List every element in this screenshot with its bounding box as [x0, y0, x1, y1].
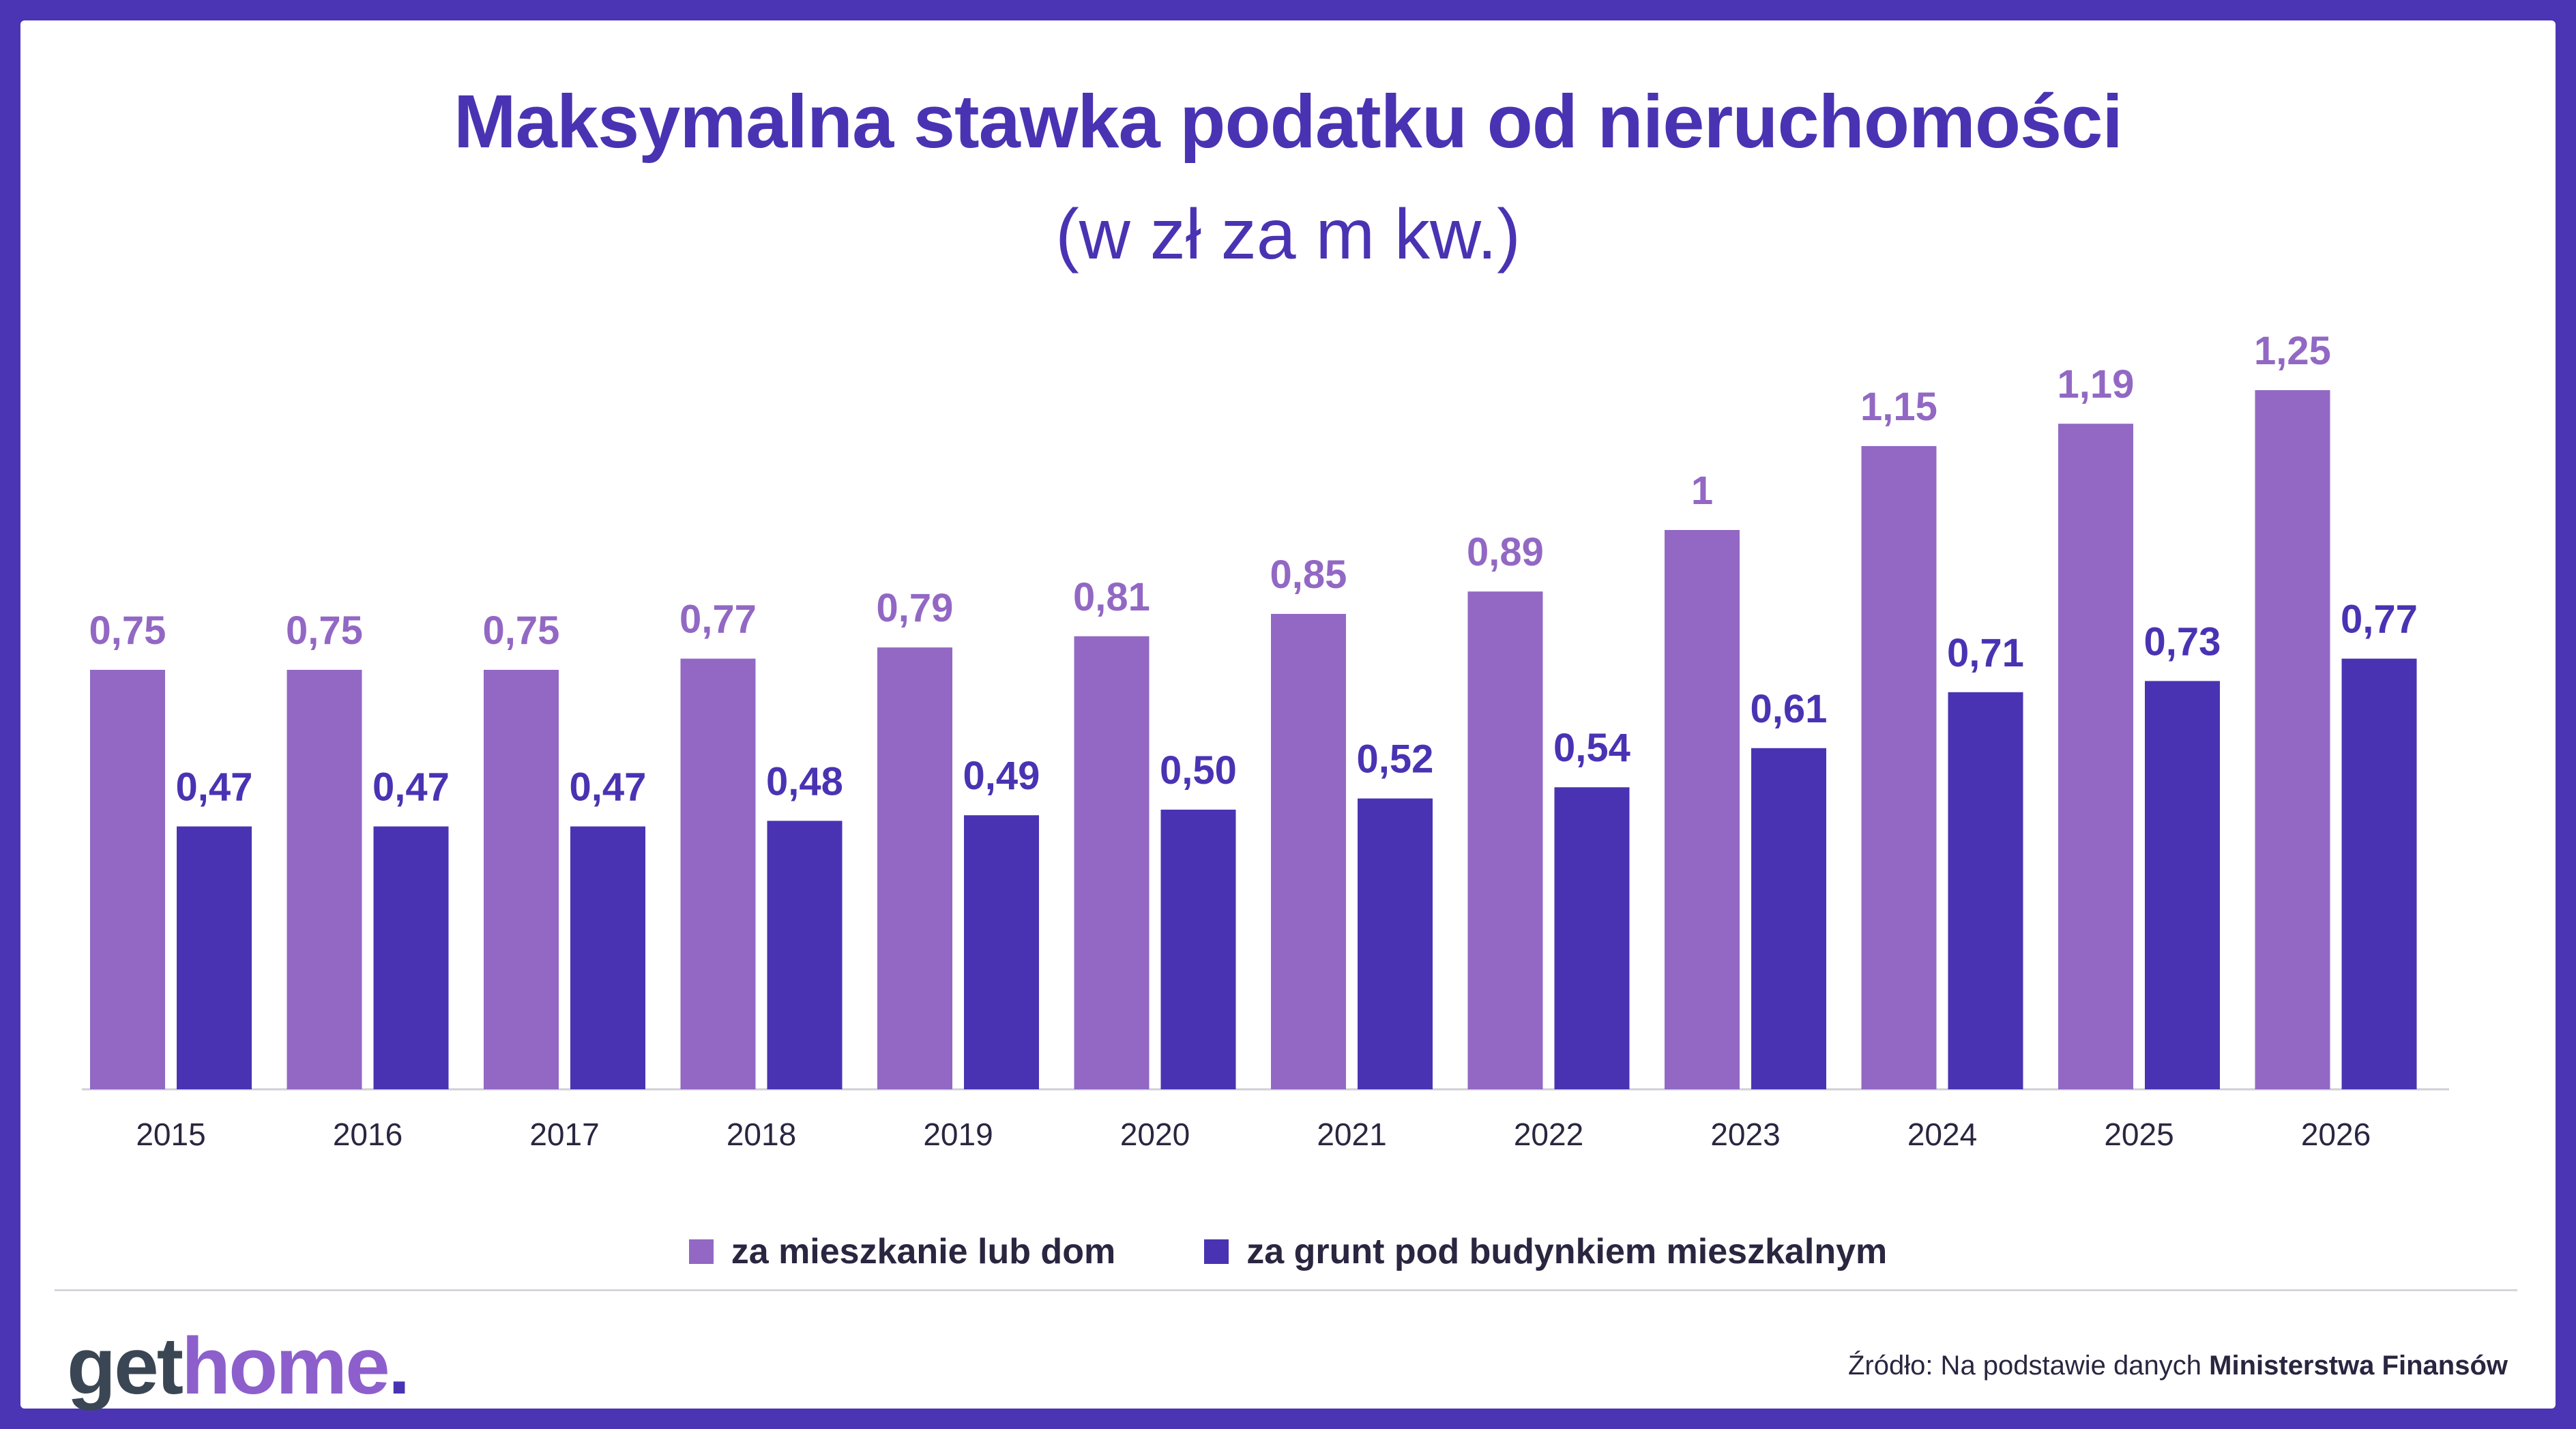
bar-series1 [2255, 390, 2330, 1089]
data-label-series2: 0,47 [372, 765, 450, 810]
data-label-series1: 0,75 [89, 608, 166, 653]
legend-item-series2: za grunt pod budynkiem mieszkalnym [1204, 1231, 1887, 1272]
bar-series1 [287, 670, 362, 1089]
x-tick-label: 2019 [923, 1117, 993, 1152]
data-label-series2: 0,47 [570, 765, 647, 810]
data-label-series2: 0,71 [1947, 631, 2024, 675]
data-label-series1: 1,15 [1860, 385, 1937, 429]
legend-swatch-series2 [1204, 1239, 1229, 1264]
bar-series2 [1554, 787, 1630, 1089]
data-label-series1: 1,19 [2058, 362, 2135, 407]
source-note: Źródło: Na podstawie danych Ministerstwa… [1848, 1351, 2508, 1381]
bar-chart: 0,75 0,47 2015 0,75 0,47 2016 0,75 0,47 2017 0,77… [82, 329, 2449, 1152]
data-label-series1: 0,77 [679, 598, 757, 642]
legend-label-series1: za mieszkanie lub dom [731, 1232, 1116, 1271]
data-label-series2: 0,54 [1553, 726, 1630, 770]
x-tick-label: 2021 [1317, 1117, 1386, 1152]
data-label-series2: 0,48 [766, 759, 843, 804]
bar-series2 [177, 826, 252, 1089]
bar-series1 [1665, 530, 1740, 1089]
x-tick-label: 2018 [727, 1117, 796, 1152]
data-label-series2: 0,61 [1751, 687, 1828, 731]
data-label-series1: 1,25 [2254, 329, 2331, 373]
x-tick-label: 2017 [529, 1117, 599, 1152]
bar-series1 [1074, 636, 1150, 1089]
legend-swatch-series1 [688, 1239, 714, 1264]
legend-label-series2: za grunt pod budynkiem mieszkalnym [1246, 1232, 1888, 1271]
data-label-series2: 0,77 [2341, 598, 2418, 642]
legend: za mieszkanie lub dom za grunt pod budyn… [20, 1231, 2556, 1272]
bar-series2 [1358, 798, 1433, 1089]
bar-series2 [570, 826, 645, 1089]
x-tick-label: 2020 [1120, 1117, 1190, 1152]
data-label-series1: 0,81 [1073, 575, 1150, 619]
bar-series2 [2341, 658, 2417, 1089]
bar-series2 [964, 815, 1039, 1089]
bar-series2 [1948, 692, 2023, 1089]
bar-series2 [2145, 681, 2220, 1089]
bar-series1 [1467, 591, 1543, 1089]
bar-series2 [1751, 748, 1826, 1089]
data-label-series1: 0,85 [1270, 553, 1347, 597]
data-label-series1: 0,75 [483, 608, 560, 653]
data-label-series1: 0,75 [286, 608, 363, 653]
infographic-card: Maksymalna stawka podatku od nieruchomoś… [20, 20, 2556, 1411]
x-tick-label: 2015 [136, 1117, 205, 1152]
bar-series1 [680, 658, 756, 1089]
x-tick-label: 2022 [1514, 1117, 1583, 1152]
chart-subtitle: (w zł za m kw.) [1055, 195, 1521, 274]
x-tick-label: 2023 [1710, 1117, 1780, 1152]
x-tick-label: 2026 [2301, 1117, 2371, 1152]
data-label-series2: 0,73 [2144, 619, 2221, 664]
data-label-series2: 0,50 [1160, 748, 1237, 793]
data-label-series1: 0,79 [877, 586, 954, 630]
bar-series1 [1861, 446, 1937, 1089]
bar-series1 [2058, 424, 2133, 1089]
data-label-series1: 1 [1691, 469, 1713, 513]
x-tick-label: 2016 [333, 1117, 402, 1152]
footer-divider [55, 1289, 2517, 1291]
bar-series1 [90, 670, 165, 1089]
bar-series1 [1271, 614, 1346, 1089]
data-label-series2: 0,49 [963, 754, 1040, 798]
bar-series2 [767, 821, 843, 1089]
bar-series2 [1160, 810, 1236, 1089]
x-tick-label: 2025 [2104, 1117, 2174, 1152]
bar-series2 [373, 826, 449, 1089]
legend-item-series1: za mieszkanie lub dom [688, 1231, 1116, 1272]
source-bold: Ministerstwa Finansów [2209, 1351, 2508, 1381]
x-tick-label: 2024 [1907, 1117, 1977, 1152]
data-label-series1: 0,89 [1467, 530, 1544, 574]
gethome-logo: gethome. [67, 1321, 410, 1411]
bar-series1 [877, 647, 952, 1089]
data-label-series2: 0,52 [1357, 737, 1434, 782]
chart-title: Maksymalna stawka podatku od nieruchomoś… [454, 80, 2123, 164]
source-prefix: Źródło: Na podstawie danych [1847, 1351, 2210, 1381]
bar-series1 [484, 670, 559, 1089]
data-label-series2: 0,47 [176, 765, 253, 810]
